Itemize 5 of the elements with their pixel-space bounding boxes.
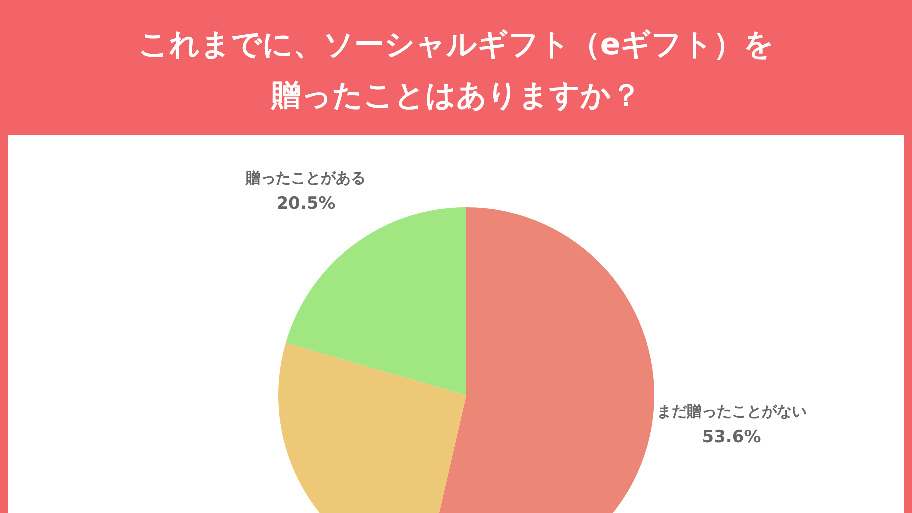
data-label: 20.5% xyxy=(276,194,336,214)
slice-label: 贈ったことがある xyxy=(245,169,366,188)
chart-title: これまでに、ソーシャルギフト（eギフト）を贈ったことはありますか？ xyxy=(138,28,775,114)
slice-label: まだ贈ったことがない xyxy=(656,402,807,420)
data-label: 53.6% xyxy=(702,427,762,448)
